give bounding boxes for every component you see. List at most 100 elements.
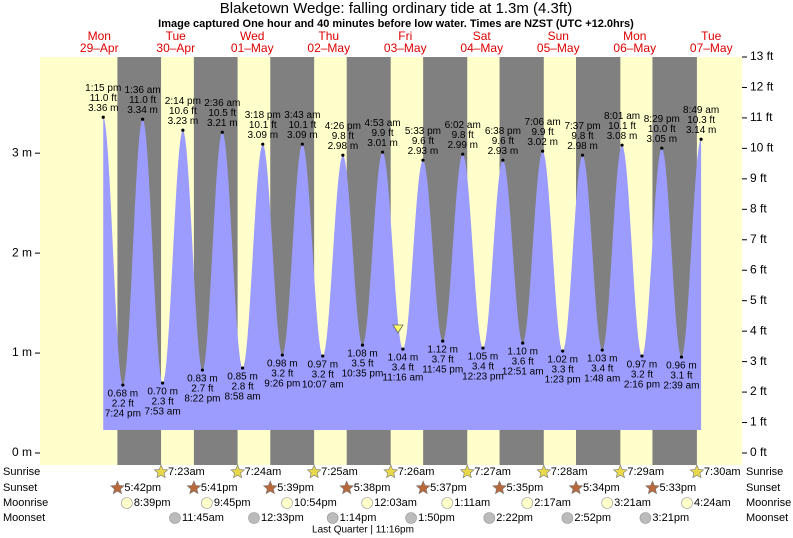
tide-label: 4:53 am bbox=[364, 118, 400, 129]
day-name: Mon bbox=[88, 29, 111, 43]
moonset-icon bbox=[483, 512, 496, 524]
sunset-time: 5:33pm bbox=[659, 482, 696, 494]
tide-label: 3.7 ft bbox=[432, 355, 454, 366]
chart-title: Blaketown Wedge: falling ordinary tide a… bbox=[220, 0, 572, 17]
moonset-icon bbox=[169, 512, 181, 524]
tide-point bbox=[521, 341, 525, 345]
tide-label: 3:43 am bbox=[284, 110, 320, 121]
day-name: Wed bbox=[240, 29, 264, 43]
y2-tick-label: 3 ft bbox=[750, 354, 767, 368]
sunrise-icon bbox=[383, 464, 399, 479]
y2-tick-label: 2 ft bbox=[750, 384, 767, 398]
sunrise-icon bbox=[230, 464, 245, 479]
tide-point bbox=[421, 158, 425, 162]
tide-point bbox=[220, 130, 224, 134]
row-label: Sunrise bbox=[746, 466, 783, 478]
tide-point bbox=[341, 153, 345, 157]
tide-label: 4:26 pm bbox=[325, 121, 361, 132]
tide-label: 1:36 am bbox=[125, 85, 161, 96]
tide-label: 1.10 m bbox=[507, 347, 538, 358]
moonrise-time: 4:24am bbox=[694, 497, 731, 509]
tide-label: 3.05 m bbox=[647, 134, 678, 145]
tide-point bbox=[640, 354, 644, 358]
tide-label: 0.68 m bbox=[108, 389, 139, 400]
tide-label: 11.0 ft bbox=[90, 93, 117, 104]
tide-label: 3.21 m bbox=[207, 118, 238, 129]
tide-label: 3.2 ft bbox=[631, 370, 653, 381]
sunrise-icon bbox=[536, 464, 552, 479]
sunrise-time: 7:30am bbox=[704, 466, 741, 478]
moonrise-time: 1:11am bbox=[454, 497, 490, 509]
tide-label: 0.97 m bbox=[307, 360, 338, 371]
tide-label: 3.4 ft bbox=[591, 364, 613, 375]
y2-tick-label: 1 ft bbox=[750, 415, 767, 429]
tide-point bbox=[461, 152, 465, 156]
tide-label: 1:15 pm bbox=[85, 83, 121, 94]
moonrise-icon bbox=[121, 497, 133, 509]
y-tick-label: 2 m bbox=[12, 245, 32, 259]
tide-point bbox=[321, 354, 325, 358]
moonset-time: 3:21pm bbox=[652, 512, 689, 524]
moonrise-icon bbox=[601, 497, 613, 509]
tide-label: 7:37 pm bbox=[564, 121, 600, 132]
tide-label: 1.02 m bbox=[547, 355, 578, 366]
tide-label: 2.99 m bbox=[447, 140, 478, 151]
sunset-icon bbox=[186, 480, 202, 495]
day-name: Tue bbox=[166, 29, 187, 43]
row-label: Moonset bbox=[3, 512, 45, 524]
tide-point bbox=[300, 142, 304, 146]
day-date: 04–May bbox=[460, 41, 503, 55]
moonrise-time: 12:03am bbox=[374, 497, 417, 509]
sunrise-icon bbox=[689, 464, 705, 479]
tide-label: 5:33 pm bbox=[405, 126, 441, 137]
day-date: 03–May bbox=[384, 41, 427, 55]
sunrise-icon bbox=[459, 464, 475, 479]
y2-tick-label: 4 ft bbox=[750, 323, 767, 337]
tide-label: 2.93 m bbox=[408, 146, 439, 157]
day-date: 29–Apr bbox=[80, 41, 119, 55]
tide-label: 3.14 m bbox=[686, 125, 717, 136]
row-label: Moonrise bbox=[3, 497, 48, 509]
y2-tick-label: 13 ft bbox=[750, 49, 774, 63]
y2-tick-label: 12 ft bbox=[750, 80, 774, 94]
sunset-time: 5:37pm bbox=[430, 482, 467, 494]
tide-point bbox=[620, 143, 624, 147]
day-date: 06–May bbox=[613, 41, 656, 55]
tide-label: 7:06 am bbox=[525, 117, 561, 128]
tide-label: 8:58 am bbox=[225, 392, 261, 403]
day-date: 01–May bbox=[231, 41, 274, 55]
axes: Mon29–AprTue30–AprWed01–MayThu02–MayFri0… bbox=[12, 29, 774, 459]
y2-tick-label: 6 ft bbox=[750, 262, 767, 276]
moonrise-time: 8:39pm bbox=[134, 497, 171, 509]
sunset-icon bbox=[645, 480, 660, 495]
moonset-icon bbox=[248, 512, 260, 524]
tide-point bbox=[561, 349, 565, 353]
y-tick-label: 1 m bbox=[12, 345, 32, 359]
tide-label: 10.3 ft bbox=[687, 115, 715, 126]
moonset-time: 2:52pm bbox=[574, 512, 611, 524]
tide-label: 1.08 m bbox=[347, 349, 378, 360]
tide-label: 9.9 ft bbox=[371, 128, 393, 139]
sunrise-time: 7:24am bbox=[245, 466, 282, 478]
tide-point bbox=[181, 128, 185, 132]
tide-label: 3.34 m bbox=[127, 105, 158, 116]
moonrise-time: 9:45pm bbox=[214, 497, 251, 509]
tide-point bbox=[121, 383, 125, 387]
tide-point bbox=[660, 146, 664, 150]
moonset-icon bbox=[405, 512, 417, 524]
y2-tick-label: 0 ft bbox=[750, 445, 767, 459]
tide-label: 8:49 am bbox=[683, 105, 719, 116]
tide-label: 9.9 ft bbox=[532, 127, 554, 138]
sunset-icon bbox=[110, 480, 125, 495]
sunset-time: 5:34pm bbox=[583, 482, 620, 494]
day-name: Tue bbox=[701, 29, 722, 43]
sunset-time: 5:38pm bbox=[354, 482, 391, 494]
y-tick-label: 0 m bbox=[12, 445, 32, 459]
tide-label: 3.36 m bbox=[88, 103, 119, 114]
tide-label: 9.8 ft bbox=[452, 130, 474, 141]
tide-label: 2.98 m bbox=[328, 141, 359, 152]
tide-label: 2.8 ft bbox=[231, 382, 253, 393]
tide-label: 2:14 pm bbox=[165, 96, 201, 107]
